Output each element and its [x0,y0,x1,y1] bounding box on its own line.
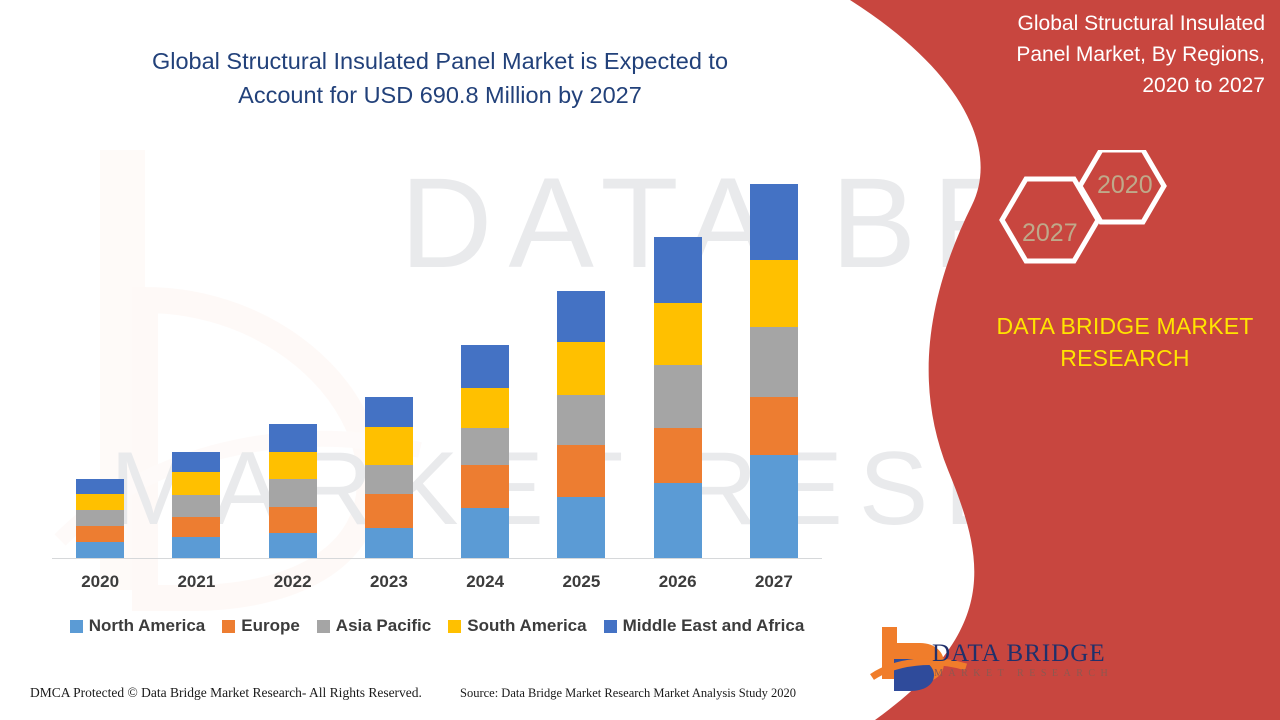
bar-segment [653,365,702,428]
legend-item-south-america[interactable]: South America [448,616,587,636]
bar-segment [76,479,125,494]
legend-label: Middle East and Africa [622,616,805,635]
bar-segment [461,428,510,465]
bar-column-2023 [341,160,437,558]
bar-column-2025 [533,160,629,558]
bar-column-2027 [726,160,822,558]
legend-swatch-icon [448,619,462,633]
stacked-bar [364,397,413,558]
bar-segment [749,260,798,327]
bar-segment [364,397,413,427]
bar-segment [653,483,702,558]
bar-segment [364,465,413,494]
bar-segment [557,291,606,342]
legend-swatch-icon [69,619,83,633]
logo-name: DATA BRIDGE [932,640,1106,667]
bar-segment [268,507,317,533]
legend-label: North America [88,616,206,635]
x-axis-line [52,558,822,559]
stacked-bar [172,452,221,558]
x-tick-label-2025: 2025 [562,572,601,591]
logo-tagline: MARKET RESEARCH [934,668,1114,679]
bar-segment [461,345,510,388]
legend-swatch-icon [603,619,617,633]
bar-segment [76,526,125,542]
bar-segment [461,508,510,558]
bar-column-2021 [148,160,244,558]
x-tick-label-2024: 2024 [466,572,505,591]
legend-label: South America [467,616,587,635]
hexagon-label-2027: 2027 [1022,219,1078,247]
legend-label: Europe [241,616,300,635]
bar-segment [76,494,125,510]
bar-segment [172,537,221,558]
bar-segment [76,542,125,558]
legend-swatch-icon [222,619,236,633]
bar-chart-plot [52,160,822,558]
x-axis-labels: 2020 2021 2022 2023 2024 2025 2026 2027 [52,572,822,592]
bar-segment [172,472,221,495]
page-title: Global Structural Insulated Panel Market… [151,48,729,108]
stacked-bar [749,184,798,558]
bar-column-2024 [437,160,533,558]
x-tick-label-2026: 2026 [658,572,697,591]
bar-column-2022 [245,160,341,558]
bar-column-2026 [630,160,726,558]
x-tick-label-2021: 2021 [177,572,216,591]
x-tick-label-2023: 2023 [369,572,408,591]
bar-segment [268,424,317,452]
x-tick-label-2020: 2020 [81,572,120,591]
bar-segment [749,397,798,455]
bar-column-2020 [52,160,148,558]
x-tick-label-2027: 2027 [754,572,793,591]
legend-label: Asia Pacific [335,616,432,635]
footer-copyright: DMCA Protected © Data Bridge Market Rese… [30,685,422,700]
bar-segment [364,494,413,528]
stacked-bar [268,424,317,558]
chart-legend: North America Europe Asia Pacific South Ame… [52,616,822,636]
data-bridge-logo-icon [870,627,968,691]
bar-segment [749,327,798,397]
legend-item-europe[interactable]: Europe [222,616,300,636]
stacked-bar [653,237,702,558]
bar-segment [557,395,606,445]
panel-heading: Global Structural Insulated Panel Market… [1016,12,1265,97]
bar-segment [268,452,317,479]
brand-title: DATA BRIDGE MARKET RESEARCH [996,313,1254,371]
bar-segment [172,495,221,517]
bar-segment [653,428,702,483]
bar-segment [749,184,798,260]
stacked-bar [76,479,125,558]
x-tick-label-2022: 2022 [273,572,312,591]
hexagon-label-2020: 2020 [1097,171,1153,199]
bar-segment [557,497,606,558]
hexagon-2020-icon [1077,150,1167,225]
bar-segment [364,427,413,465]
bar-segment [172,452,221,472]
legend-item-middle-east-and-africa[interactable]: Middle East and Africa [603,616,805,636]
stacked-bar [557,291,606,558]
bar-segment [653,237,702,303]
stacked-bar [461,345,510,558]
bar-segment [268,533,317,558]
legend-swatch-icon [316,619,330,633]
bar-segment [653,303,702,365]
bar-segment [749,455,798,558]
bar-segment [461,465,510,508]
bar-segment [557,445,606,497]
legend-item-asia-pacific[interactable]: Asia Pacific [316,616,432,636]
legend-item-north-america[interactable]: North America [69,616,206,636]
footer-source: Source: Data Bridge Market Research Mark… [460,686,797,700]
bar-segment [268,479,317,507]
bar-segment [364,528,413,558]
bar-segment [172,517,221,537]
hexagon-pair-icon [999,150,1167,264]
bar-segment [461,388,510,428]
bar-segment [76,510,125,526]
bar-segment [557,342,606,395]
